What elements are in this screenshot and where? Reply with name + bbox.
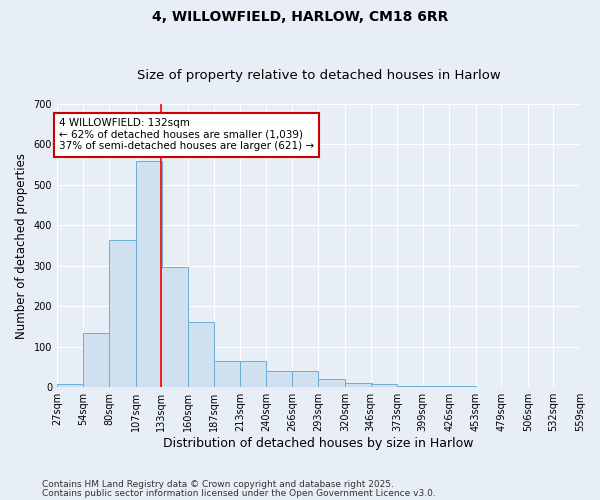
Bar xyxy=(292,371,319,387)
Bar xyxy=(109,240,136,387)
Title: Size of property relative to detached houses in Harlow: Size of property relative to detached ho… xyxy=(137,69,500,82)
Y-axis label: Number of detached properties: Number of detached properties xyxy=(15,152,28,338)
Text: 4 WILLOWFIELD: 132sqm
← 62% of detached houses are smaller (1,039)
37% of semi-d: 4 WILLOWFIELD: 132sqm ← 62% of detached … xyxy=(59,118,314,152)
Bar xyxy=(161,266,188,387)
Text: Contains public sector information licensed under the Open Government Licence v3: Contains public sector information licen… xyxy=(42,488,436,498)
Bar xyxy=(214,361,241,387)
Bar xyxy=(188,322,214,387)
Bar xyxy=(240,361,266,387)
Text: Contains HM Land Registry data © Crown copyright and database right 2025.: Contains HM Land Registry data © Crown c… xyxy=(42,480,394,489)
Bar xyxy=(449,386,476,387)
Bar xyxy=(319,379,345,387)
Bar xyxy=(57,384,83,387)
Bar xyxy=(371,384,397,387)
Bar xyxy=(136,160,162,387)
Text: 4, WILLOWFIELD, HARLOW, CM18 6RR: 4, WILLOWFIELD, HARLOW, CM18 6RR xyxy=(152,10,448,24)
X-axis label: Distribution of detached houses by size in Harlow: Distribution of detached houses by size … xyxy=(163,437,474,450)
Bar xyxy=(266,371,293,387)
Bar xyxy=(345,383,371,387)
Bar xyxy=(83,332,110,387)
Bar xyxy=(422,386,449,387)
Bar xyxy=(397,386,424,387)
